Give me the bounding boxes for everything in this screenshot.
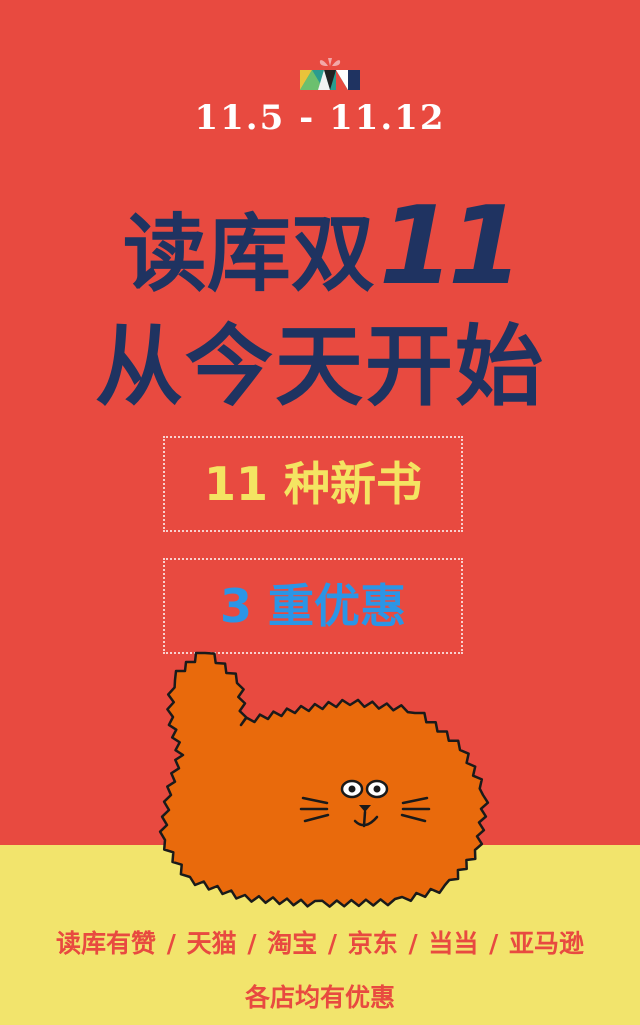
store-youzan: 读库有赞	[56, 929, 157, 958]
store-note: 各店均有优惠	[244, 983, 395, 1012]
headline-line-1: 读库双11	[0, 192, 640, 309]
headline-line-2: 从今天开始	[94, 315, 545, 418]
store-jd: 京东	[347, 929, 398, 958]
offer-new-books: 11 种新书	[163, 436, 463, 532]
store-taobao: 淘宝	[267, 929, 318, 958]
store-tmall: 天猫	[186, 929, 237, 958]
date-range: 11.5 - 11.12	[194, 98, 446, 138]
fluffy-cat-icon	[158, 651, 490, 908]
store-dangdang: 当当	[428, 929, 479, 958]
store-separator: /	[247, 929, 257, 958]
store-separator: /	[166, 929, 176, 958]
top-background	[0, 0, 640, 845]
store-amazon: 亚马逊	[508, 929, 584, 958]
headline-text: 读库双	[122, 205, 375, 303]
offer-discounts: 3 重优惠	[163, 558, 463, 654]
store-list: 读库有赞 / 天猫 / 淘宝 / 京东 / 当当 / 亚马逊	[0, 924, 640, 964]
store-separator: /	[489, 929, 499, 958]
gift-box-logo-icon	[300, 58, 360, 90]
store-separator: /	[327, 929, 338, 958]
headline-number: 11	[378, 184, 523, 309]
store-separator: /	[408, 929, 418, 958]
